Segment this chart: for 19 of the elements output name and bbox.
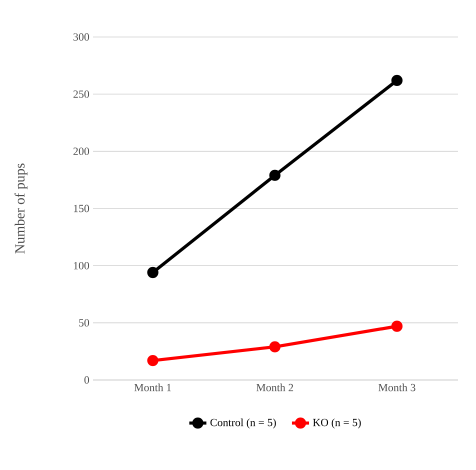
point — [269, 170, 280, 181]
y-tick-label: 200 — [73, 148, 90, 156]
y-tick-label: 150 — [74, 204, 90, 212]
y-tick-label: 0 — [84, 376, 90, 384]
point — [391, 320, 403, 332]
y-tick-label: 250 — [73, 90, 90, 98]
point — [147, 266, 158, 278]
point — [147, 354, 158, 366]
x-tick-label: Month 1 — [134, 384, 171, 392]
y-tick-label: 300 — [74, 33, 90, 41]
legend-label: Control (n = 5) — [210, 418, 276, 428]
y-axis-title: Number of pups — [14, 164, 28, 254]
legend-label: KO (n = 5) — [312, 418, 361, 428]
y-tick-label: 50 — [79, 319, 90, 327]
point — [391, 74, 403, 86]
point — [269, 341, 280, 352]
x-tick-label: Month 3 — [378, 384, 416, 392]
y-tick-label: 100 — [74, 262, 90, 270]
x-tick-label: Month 2 — [256, 384, 294, 392]
